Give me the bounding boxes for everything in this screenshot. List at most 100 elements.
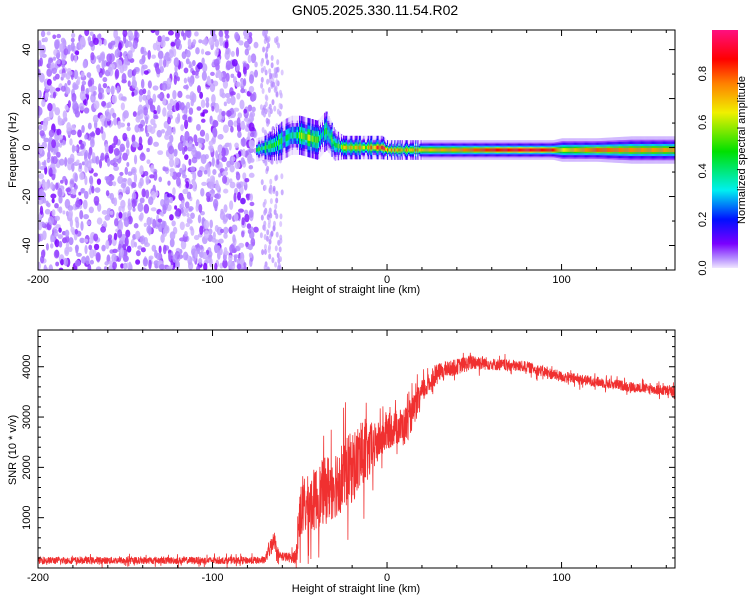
spectrogram-cell	[356, 145, 358, 150]
spectrogram-cell	[112, 162, 118, 168]
spectrogram-cell	[591, 148, 593, 152]
spectrogram-cell	[200, 118, 206, 123]
spectrogram-cell	[547, 148, 549, 152]
spectrogram-cell	[548, 148, 550, 152]
spectrogram-cell	[253, 41, 259, 49]
spectrogram-cell	[276, 108, 280, 115]
spectrogram-cell	[278, 102, 282, 109]
spectrogram-cell	[209, 83, 216, 93]
spectrogram-cell	[224, 30, 229, 36]
spectrogram-cell	[635, 147, 637, 153]
spectrogram-cell	[249, 201, 255, 207]
spectrogram-cell	[123, 217, 130, 228]
spectrogram-cell	[146, 216, 152, 227]
spectrogram-cell	[617, 147, 619, 153]
spectrogram-cell	[235, 46, 240, 57]
spectrogram-cell	[212, 168, 217, 175]
spectrogram-cell	[166, 77, 172, 88]
spectrogram-cell	[549, 148, 551, 152]
spectrogram-cell	[244, 177, 250, 183]
spectrogram-cell	[174, 31, 180, 39]
spectrogram-cell	[88, 175, 94, 185]
spectrogram-cell	[312, 135, 314, 142]
spectrogram-cell	[203, 169, 208, 175]
spectrogram-cell	[220, 208, 224, 215]
spectrogram-cell	[223, 232, 228, 239]
spectrogram-cell	[109, 192, 115, 201]
spectrogram-cell	[128, 261, 132, 270]
spectrogram-cell	[87, 263, 92, 270]
spectrogram-cell	[168, 145, 175, 155]
spectrogram-cell	[100, 53, 105, 62]
spectrogram-cell	[203, 219, 210, 230]
spectrogram-cell	[263, 225, 267, 232]
spectrogram-cell	[221, 92, 226, 99]
spectrogram-cell	[88, 164, 92, 171]
spectrogram-cell	[184, 207, 189, 214]
spectrogram-cell	[157, 218, 163, 223]
spectrogram-cell	[89, 248, 95, 259]
spectrogram-cell	[180, 124, 185, 132]
spectrogram-cell	[221, 110, 226, 117]
spectrogram-cell	[57, 115, 61, 123]
spectrogram-cell	[194, 70, 199, 76]
spectrogram-cell	[70, 129, 77, 136]
spectrogram-cell	[60, 179, 64, 184]
spectrogram-cell	[477, 148, 479, 152]
spectrogram-cell	[140, 66, 145, 76]
spectrogram-cell	[468, 148, 471, 152]
spectrogram-cell	[93, 90, 97, 96]
spectrogram-cell	[191, 70, 196, 76]
spectrogram-cell	[507, 148, 509, 152]
spectrogram-cell	[197, 85, 201, 94]
spectrogram-cell	[93, 243, 100, 251]
spectrogram-cell	[318, 135, 321, 142]
spectrogram-cell	[661, 147, 663, 153]
spectrogram-cell	[247, 155, 252, 164]
spectrogram-cell	[323, 130, 325, 137]
spectrogram-cell	[58, 267, 64, 270]
spectrogram-cell	[217, 145, 222, 153]
spectrogram-cell	[431, 148, 433, 152]
spectrogram-cell	[453, 148, 455, 152]
spectrogram-cell	[126, 40, 133, 48]
spectrogram-cell	[272, 185, 276, 192]
spectrogram-cell	[349, 145, 351, 150]
spectrogram-cell	[241, 136, 246, 147]
spectrogram-cell	[279, 213, 283, 220]
spectrogram-cell	[38, 160, 41, 170]
spectrogram-cell	[191, 156, 198, 164]
colorbar-tick-label: 0.2	[697, 212, 709, 227]
spectrogram-cell	[247, 131, 251, 140]
spectrogram-cell	[246, 223, 252, 229]
spectrogram-cell	[412, 148, 414, 152]
colorbar-gradient	[712, 30, 738, 268]
spectrogram-cell	[64, 229, 70, 237]
spectrogram-cell	[546, 148, 548, 152]
spectrogram-cell	[222, 170, 229, 177]
spectrogram-cell	[221, 156, 227, 163]
spectrogram-cell	[527, 148, 529, 152]
spectrogram-cell	[141, 188, 146, 198]
spectrogram-cell	[655, 147, 657, 153]
spectrogram-cell	[145, 189, 150, 199]
spectrogram-cell	[130, 32, 134, 39]
spectrogram-cell	[197, 62, 203, 70]
spectrogram-cell	[248, 147, 255, 154]
spectrogram-cell	[86, 220, 91, 226]
spectrogram-cell	[664, 147, 666, 153]
spectrogram-cell	[248, 113, 254, 123]
spectrogram-cell	[60, 37, 66, 44]
x-tick-label: -200	[27, 572, 49, 584]
spectrogram-cell	[580, 148, 583, 152]
spectrogram-frame	[37, 29, 676, 271]
spectrogram-cell	[532, 148, 534, 152]
spectrogram-cell	[102, 77, 108, 83]
spectrogram-cell	[221, 76, 226, 83]
spectrogram-cell	[401, 148, 404, 152]
spectrogram-cell	[138, 123, 144, 129]
spectrogram-cell	[175, 102, 180, 112]
spectrogram-cell	[269, 108, 273, 115]
spectrogram-cell	[260, 67, 264, 74]
spectrogram-cell	[50, 181, 54, 190]
